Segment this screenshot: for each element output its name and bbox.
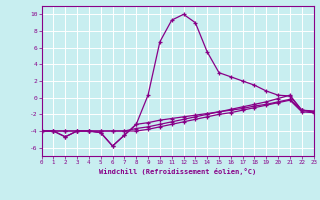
X-axis label: Windchill (Refroidissement éolien,°C): Windchill (Refroidissement éolien,°C)	[99, 168, 256, 175]
